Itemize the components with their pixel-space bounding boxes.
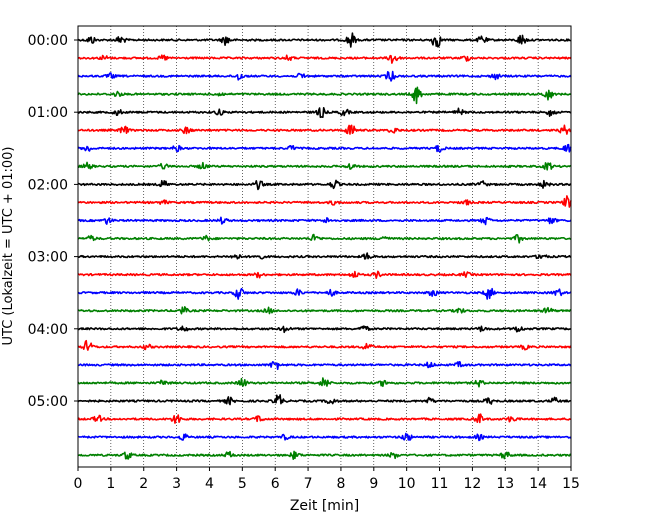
y-axis-label: UTC (Lokalzeit = UTC + 01:00) [1,147,16,346]
trace-02:00 [77,179,572,191]
trace-05:00 [77,394,572,406]
x-tick-label-7: 7 [304,476,313,492]
trace-00:00 [77,32,572,48]
trace-03:15 [77,270,572,280]
y-tick-label-02:00: 02:00 [28,177,68,193]
x-tick-label-10: 10 [398,476,416,492]
y-tick-label-05:00: 05:00 [28,394,68,410]
x-tick-label-14: 14 [529,476,547,492]
trace-04:30 [77,360,572,371]
x-tick-label-12: 12 [463,476,481,492]
trace-01:30 [77,143,572,153]
plot-frame [77,25,572,468]
trace-01:15 [77,124,572,135]
x-tick-label-9: 9 [369,476,378,492]
trace-02:15 [77,195,572,208]
trace-00:30 [77,70,572,82]
trace-02:30 [77,216,572,226]
x-tick-label-13: 13 [496,476,514,492]
x-tick-label-8: 8 [336,476,345,492]
x-tick-label-5: 5 [238,476,247,492]
y-axis-ticks: 00:00 01:00 02:00 03:00 04:00 05:00 [28,33,78,410]
seismic-traces [77,32,572,460]
trace-04:45 [77,377,572,388]
x-tick-label-15: 15 [562,476,580,492]
y-tick-label-03:00: 03:00 [28,250,68,266]
trace-03:00 [77,252,572,260]
x-tick-label-1: 1 [106,476,115,492]
x-tick-label-11: 11 [431,476,449,492]
trace-00:15 [77,54,572,64]
trace-05:15 [77,413,572,424]
x-axis-ticks: 0 1 2 3 4 5 6 7 8 9 10 11 12 13 14 15 [74,467,580,492]
x-tick-label-0: 0 [74,476,83,492]
trace-03:45 [77,306,572,315]
x-tick-label-3: 3 [172,476,181,492]
trace-05:45 [77,450,572,460]
trace-00:45 [77,86,572,105]
trace-04:00 [77,325,572,334]
trace-01:45 [77,161,572,171]
trace-01:00 [77,106,572,119]
y-tick-label-01:00: 01:00 [28,105,68,121]
y-tick-label-04:00: 04:00 [28,322,68,338]
x-axis-label: Zeit [min] [290,498,359,514]
x-tick-label-6: 6 [271,476,280,492]
x-tick-label-2: 2 [139,476,148,492]
trace-05:30 [77,432,572,442]
trace-04:15 [77,339,572,351]
y-tick-label-00:00: 00:00 [28,33,68,49]
x-tick-label-4: 4 [205,476,214,492]
trace-03:30 [77,287,572,300]
trace-02:45 [77,233,572,244]
